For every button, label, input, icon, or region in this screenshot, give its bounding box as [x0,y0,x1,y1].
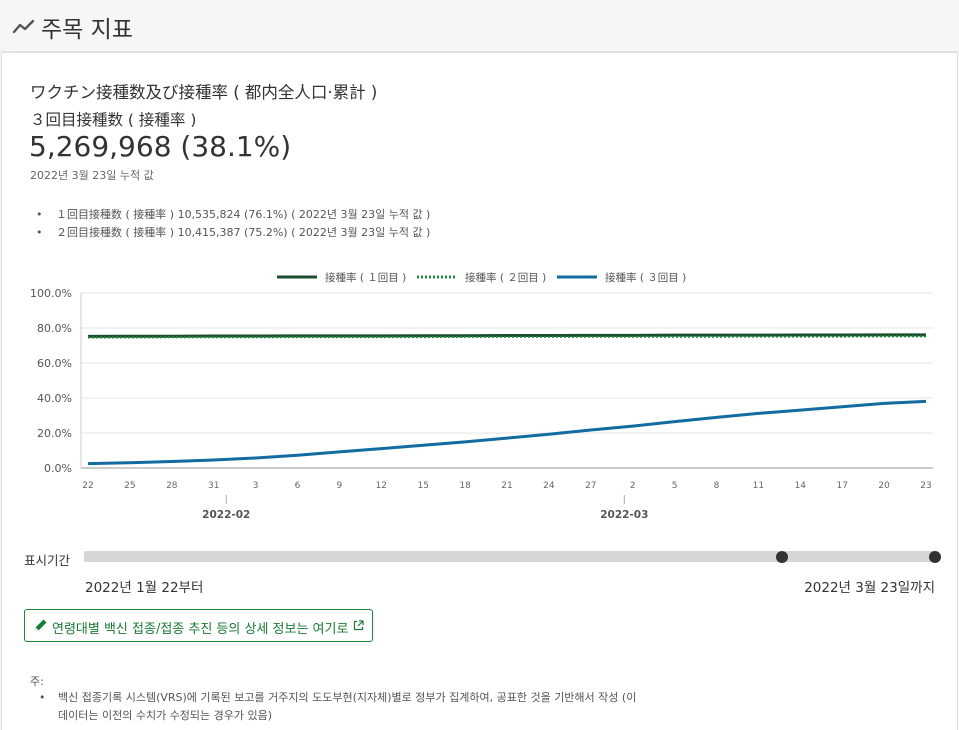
slider-start-handle[interactable] [775,551,788,563]
x-tick-label: 24 [543,481,555,491]
x-tick-label: 8 [714,481,720,491]
note-item: 백신 접종기록 시스템(VRS)에 기록된 보고를 거주지의 도도부현(지자체)… [39,689,639,725]
y-tick-label: 60.0% [37,357,72,370]
x-tick-label: 27 [585,481,596,491]
bullet-second-dose: ２回目接種数 ( 接種率 ) 10,415,387 (75.2%) ( 2022… [36,224,430,242]
x-tick-label: 11 [753,481,764,491]
x-tick-label: 5 [672,481,678,491]
legend-label: 接種率 ( ３回目 ) [605,271,686,284]
page-header: 주목 지표 [0,0,959,52]
age-detail-link-button[interactable]: 연령대별 백신 접종/접종 추진 등의 상세 정보는 여기로 [24,609,373,642]
x-tick-label: 28 [166,481,178,491]
page-title: 주목 지표 [41,17,133,43]
y-tick-label: 0.0% [44,462,72,475]
card-subtitle: ３回目接種数 ( 接種率 ) [30,111,197,129]
series-line-3 [87,399,927,466]
bullet-list: １回目接種数 ( 接種率 ) 10,535,824 (76.1%) ( 2022… [36,206,430,242]
x-tick-label: 23 [920,481,931,491]
x-tick-label: 25 [124,481,135,491]
vaccination-card: ワクチン接種数及び接種率 ( 都内全人口·累計 ) ３回目接種数 ( 接種率 )… [1,52,958,730]
series-line-1 [87,333,926,338]
x-tick-label: 18 [459,481,471,491]
x-tick-label: 31 [208,481,219,491]
trend-line-icon [12,19,35,34]
x-tick-label: 12 [376,481,387,491]
x-tick-label: 3 [253,481,259,491]
bullet-first-dose: １回目接種数 ( 接種率 ) 10,535,824 (76.1%) ( 2022… [36,206,430,224]
main-value: 5,269,968 (38.1%) [29,130,292,163]
period-slider-track[interactable] [84,551,935,562]
y-tick-label: 40.0% [37,392,72,405]
y-tick-label: 100.0% [30,287,72,300]
pencil-icon [35,619,47,631]
x-tick-label: 17 [836,481,847,491]
x-tick-label: 9 [337,481,343,491]
x-tick-label: 6 [295,481,301,491]
range-start-label: 2022년 1월 22부터 [85,580,204,596]
external-link-icon [353,620,364,631]
x-tick-label: 15 [417,481,428,491]
link-button-label: 연령대별 백신 접종/접종 추진 등의 상세 정보는 여기로 [52,622,349,637]
x-tick-label: 22 [82,481,93,491]
legend-label: 接種率 ( ２回目 ) [465,271,546,284]
slider-end-handle[interactable] [929,551,941,563]
main-date: 2022년 3월 23일 누적 값 [30,169,154,182]
month-label: 2022-03 [600,509,648,521]
y-tick-label: 80.0% [37,322,72,335]
x-tick-label: 2 [630,481,636,491]
slider-label: 표시기간 [24,553,71,568]
x-tick-label: 21 [501,481,512,491]
month-label: 2022-02 [202,509,250,521]
x-tick-label: 20 [878,481,890,491]
range-end-label: 2022년 3월 23일까지 [804,580,935,596]
notes-title: 주: [30,675,44,688]
notes-list: 백신 접종기록 시스템(VRS)에 기록된 보고를 거주지의 도도부현(지자체)… [39,689,639,725]
card-title: ワクチン接種数及び接種率 ( 都内全人口·累計 ) [30,83,378,102]
x-tick-label: 14 [795,481,807,491]
legend-label: 接種率 ( １回目 ) [325,271,406,284]
y-tick-label: 20.0% [37,427,72,440]
vaccination-rate-chart: 100.0%80.0%60.0%40.0%20.0%0.0%22 25 28 31 3 6… [30,271,933,521]
